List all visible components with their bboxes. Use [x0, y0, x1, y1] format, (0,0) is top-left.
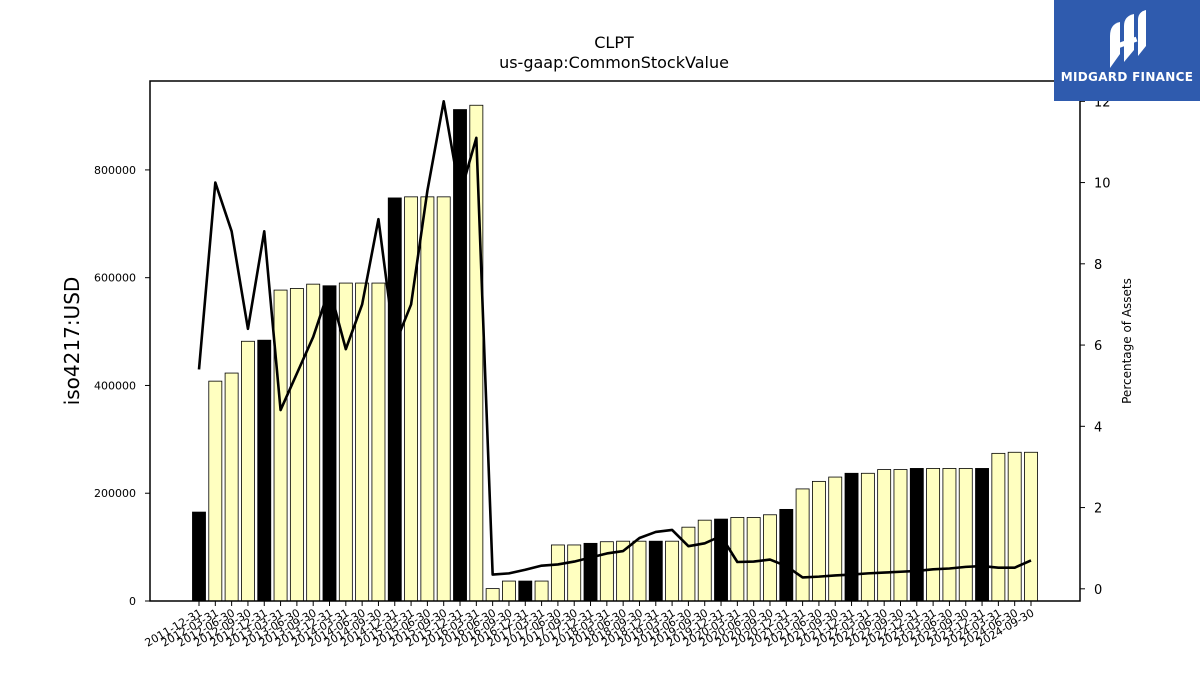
percentage-line — [197, 100, 1032, 579]
bar-mark — [681, 526, 696, 602]
bar-mark — [322, 285, 337, 602]
bar-mark — [420, 196, 435, 602]
bar-mark — [404, 196, 418, 602]
bar-mark — [746, 517, 761, 602]
y2-tick-label: 4 — [1094, 420, 1102, 435]
bar-mark — [371, 282, 386, 602]
bar-mark — [1024, 451, 1038, 602]
bar-mark — [567, 544, 582, 602]
bars-layer — [192, 104, 1038, 602]
bar-mark — [599, 541, 614, 602]
brand-logo: MIDGARD FINANCE — [1054, 0, 1200, 101]
y-tick-label: 800000 — [94, 164, 136, 177]
bar-mark — [665, 540, 680, 602]
bar-mark — [844, 472, 859, 602]
bar-mark — [958, 468, 973, 602]
bar-mark — [208, 380, 223, 602]
chart-title: CLPT — [594, 33, 634, 52]
bar-mark — [648, 540, 663, 602]
bar-mark — [779, 508, 794, 602]
bar-mark — [991, 452, 1006, 602]
bar-mark — [812, 480, 826, 602]
bar-mark — [355, 282, 370, 602]
y2-tick-label: 8 — [1094, 258, 1102, 273]
bar-mark — [583, 542, 598, 602]
bar-mark — [485, 588, 500, 602]
bar-mark — [241, 340, 255, 602]
bar-mark — [224, 372, 239, 602]
bar-mark — [289, 288, 304, 602]
y-tick-label: 400000 — [94, 379, 136, 392]
y2-tick-label: 2 — [1094, 502, 1102, 517]
bar-mark — [893, 469, 908, 602]
bar-mark — [714, 518, 728, 602]
bar-mark — [436, 196, 451, 602]
bar-mark — [697, 519, 712, 602]
y2-tick-label: 6 — [1094, 339, 1102, 354]
chart-subtitle: us-gaap:CommonStockValue — [499, 53, 729, 72]
plot-frame — [149, 80, 1081, 602]
bar-mark — [877, 469, 892, 602]
y-tick-label: 200000 — [94, 487, 136, 500]
bar-mark — [273, 289, 288, 602]
y-tick-label: 0 — [129, 595, 136, 608]
bar-mark — [192, 511, 206, 602]
bar-mark — [730, 517, 745, 602]
bar-mark — [502, 580, 516, 602]
bar-mark — [828, 476, 843, 602]
bar-mark — [942, 468, 957, 602]
bar-mark — [763, 514, 777, 602]
bar-mark — [257, 339, 272, 602]
bar-mark — [550, 544, 565, 602]
y2-tick-label: 0 — [1094, 583, 1102, 598]
bar-mark — [860, 472, 875, 602]
bar-mark — [1007, 451, 1022, 602]
line-layer — [197, 100, 1032, 579]
bar-mark — [975, 468, 989, 602]
bar-mark — [909, 468, 924, 602]
bar-mark — [306, 283, 321, 602]
axes-layer: 02000004000006000008000000246810122011-1… — [94, 80, 1111, 650]
y-tick-label: 600000 — [94, 272, 136, 285]
bar-mark — [469, 104, 484, 602]
bar-mark — [632, 540, 647, 602]
bar-mark — [518, 580, 533, 602]
bar-mark — [387, 197, 402, 602]
y-axis-label: iso4217:USD — [60, 277, 84, 406]
bar-mark — [926, 468, 941, 602]
y2-tick-label: 10 — [1094, 177, 1111, 192]
y2-axis-label: Percentage of Assets — [1120, 278, 1134, 404]
brand-logo-text: MIDGARD FINANCE — [1060, 70, 1194, 84]
brand-logo-mark-icon — [1110, 10, 1146, 68]
bar-mark — [534, 580, 549, 602]
bar-mark — [795, 488, 810, 602]
